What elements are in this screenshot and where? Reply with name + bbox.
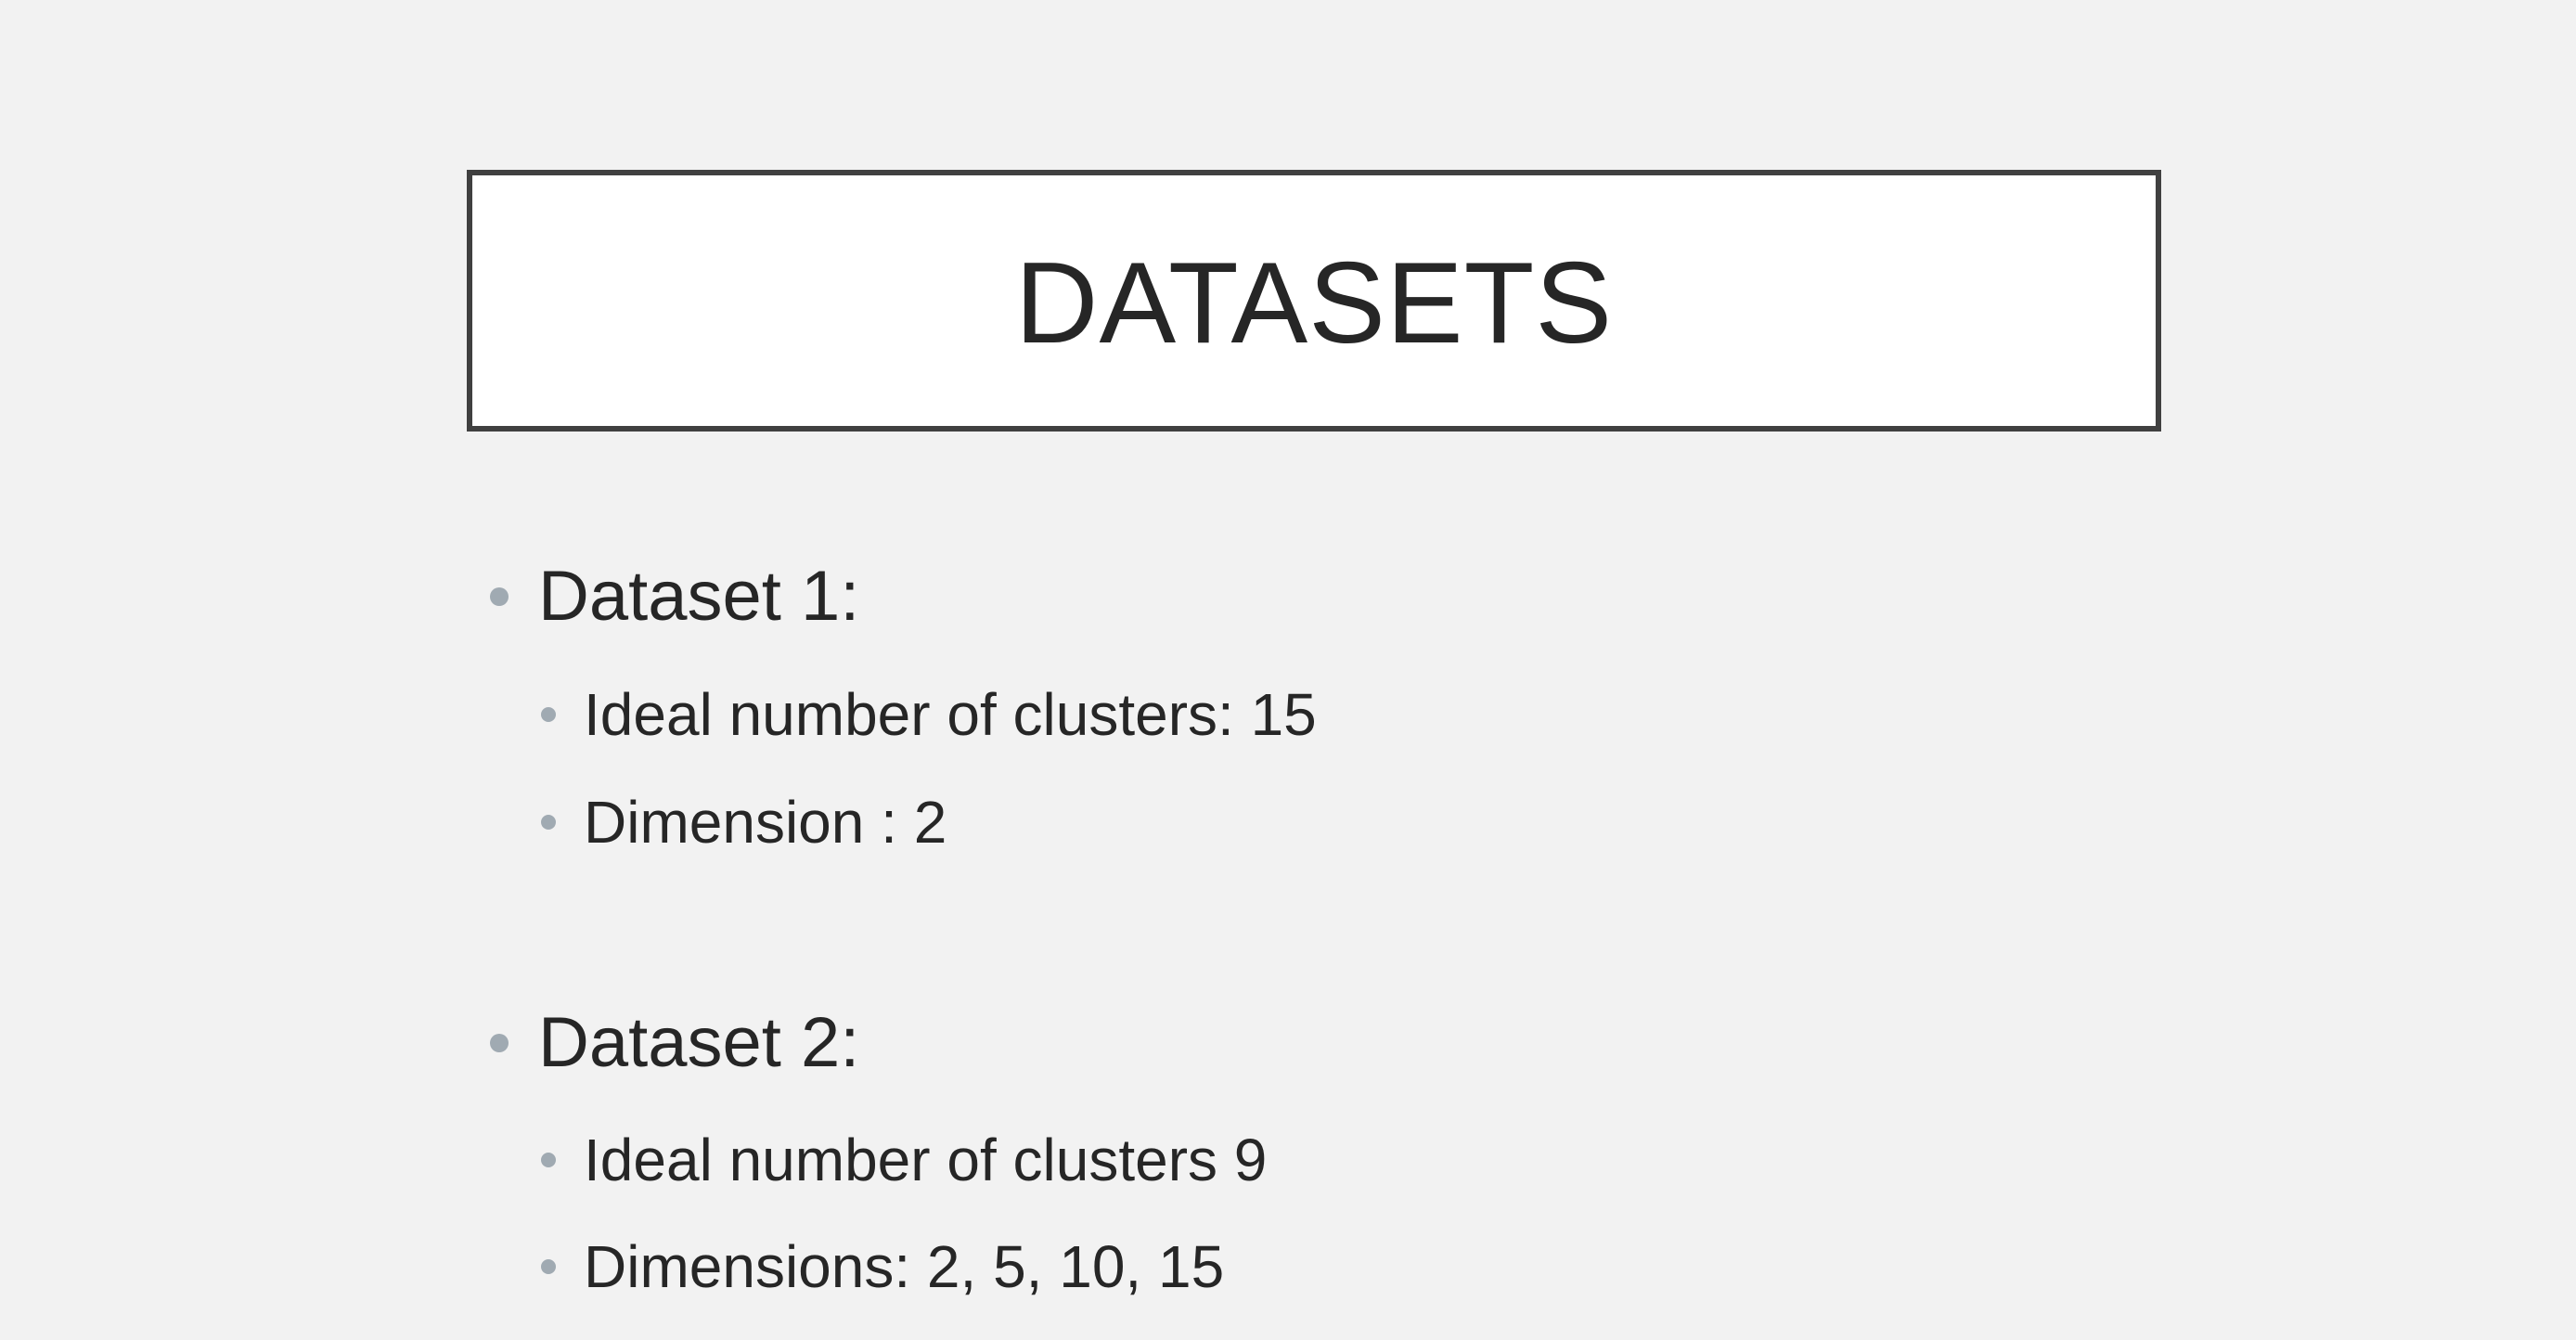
title-box: DATASETS <box>467 170 2161 432</box>
dataset-1-clusters: Ideal number of clusters: 15 <box>584 681 1317 748</box>
bullet-icon <box>541 1259 556 1274</box>
dataset-2-heading: Dataset 2: <box>490 1008 859 1078</box>
bullet-icon <box>490 587 509 606</box>
bullet-icon <box>541 707 556 722</box>
slide-title: DATASETS <box>1014 239 1614 367</box>
dataset-2-point-1: Ideal number of clusters 9 <box>541 1130 1267 1190</box>
dataset-1-point-2: Dimension : 2 <box>541 792 947 852</box>
dataset-1-label: Dataset 1: <box>538 557 860 636</box>
dataset-2-label: Dataset 2: <box>538 1003 860 1082</box>
dataset-1-heading: Dataset 1: <box>490 561 859 632</box>
dataset-2-clusters: Ideal number of clusters 9 <box>584 1127 1268 1193</box>
dataset-1-point-1: Ideal number of clusters: 15 <box>541 685 1317 744</box>
dataset-2-dimensions: Dimensions: 2, 5, 10, 15 <box>584 1233 1225 1300</box>
bullet-icon <box>541 815 556 830</box>
bullet-icon <box>490 1034 509 1052</box>
bullet-icon <box>541 1153 556 1167</box>
dataset-1-dimension: Dimension : 2 <box>584 789 947 856</box>
dataset-2-point-2: Dimensions: 2, 5, 10, 15 <box>541 1237 1224 1296</box>
